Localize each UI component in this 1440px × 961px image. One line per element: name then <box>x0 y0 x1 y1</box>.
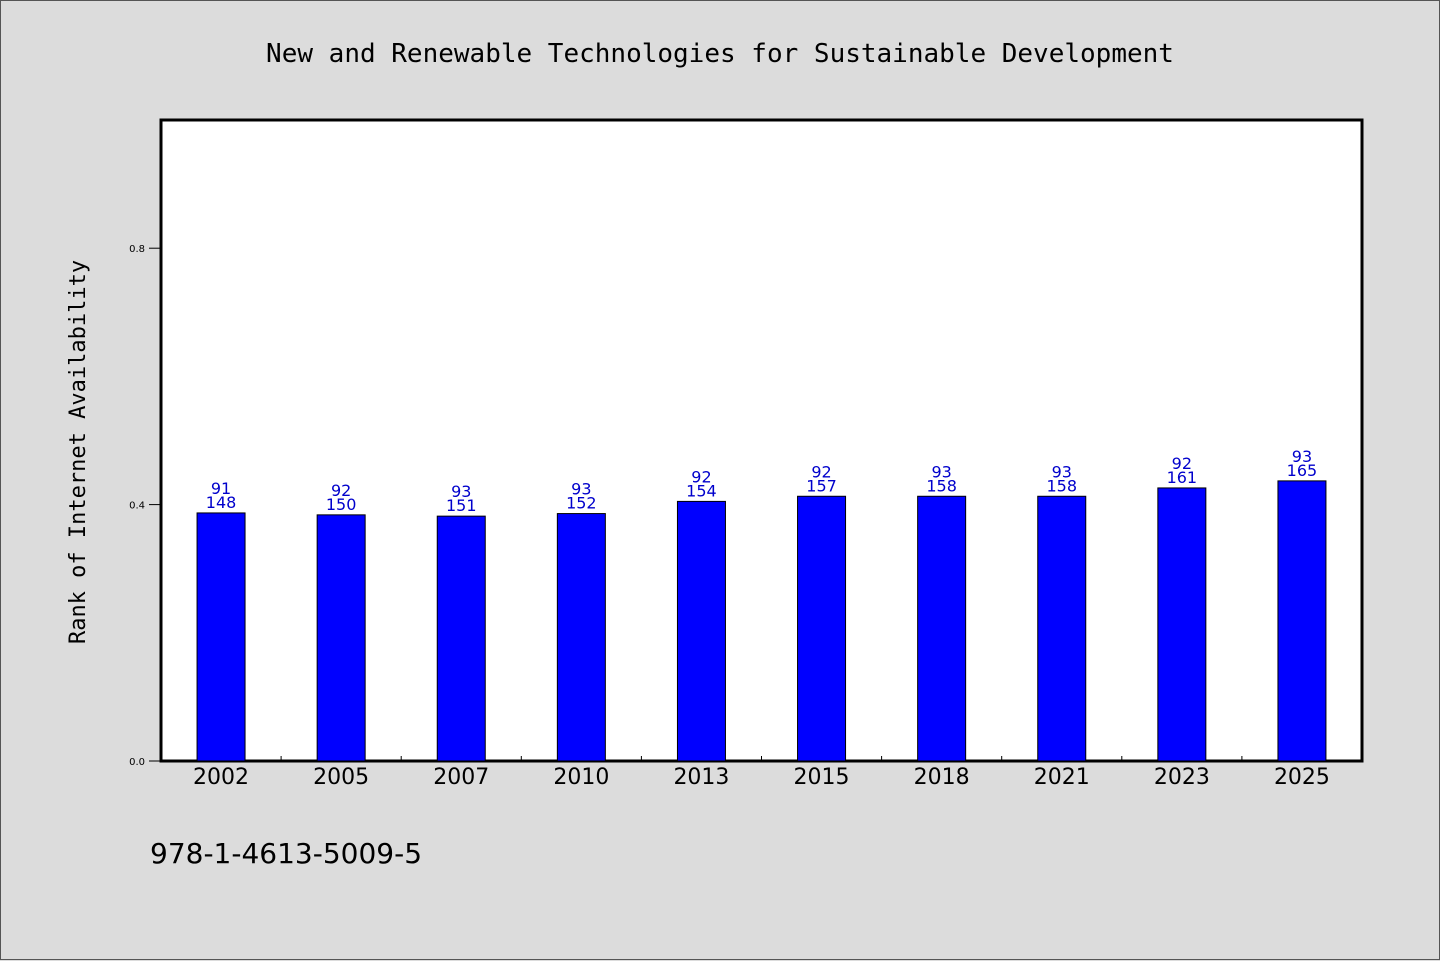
x-tick-label: 2010 <box>553 765 609 790</box>
y-tick-label: 0.8 <box>129 244 145 255</box>
bar-annotation-top: 93 <box>931 462 951 481</box>
bar <box>797 495 847 762</box>
bar <box>1157 487 1207 762</box>
bar-annotation-bottom: 154 <box>686 481 717 500</box>
bar-annotation-bottom: 148 <box>206 493 237 512</box>
bar-annotation-top: 92 <box>691 467 711 486</box>
bar-annotation-top: 92 <box>811 462 831 481</box>
bar <box>436 515 486 762</box>
y-tick-label: 0.0 <box>129 757 145 768</box>
bar-annotation-bottom: 158 <box>1046 476 1077 495</box>
y-axis-ticks: 0.0 0.4 0.8 <box>129 244 161 768</box>
bar-annotation-top: 93 <box>1052 462 1072 481</box>
bar-annotation-top: 92 <box>1172 454 1192 473</box>
y-axis-label: Rank of Internet Availability <box>66 260 91 644</box>
bar <box>556 513 606 762</box>
x-tick-label: 2018 <box>914 765 970 790</box>
bar-annotation-bottom: 152 <box>566 494 597 513</box>
bar <box>917 495 967 762</box>
bars-group: 9114892150931519315292154921579315893158… <box>196 447 1327 762</box>
bar-annotation-bottom: 151 <box>446 496 477 515</box>
x-tick-label: 2007 <box>433 765 489 790</box>
bar <box>316 514 366 762</box>
bar-annotation-top: 93 <box>451 482 471 501</box>
x-tick-label: 2025 <box>1274 765 1330 790</box>
x-tick-label: 2013 <box>673 765 729 790</box>
y-tick-label: 0.4 <box>129 501 145 512</box>
bar-annotation-bottom: 157 <box>806 476 837 495</box>
x-tick-label: 2021 <box>1034 765 1090 790</box>
x-tick-label: 2023 <box>1154 765 1210 790</box>
chart-title: New and Renewable Technologies for Susta… <box>266 39 1174 69</box>
bar-annotation-top: 93 <box>1292 447 1312 466</box>
bar-annotation-top: 93 <box>571 480 591 499</box>
bar <box>1037 495 1087 762</box>
bar-annotation-bottom: 165 <box>1287 461 1318 480</box>
bar <box>1277 480 1327 762</box>
x-tick-label: 2015 <box>794 765 850 790</box>
bar <box>676 500 726 762</box>
bar-annotation-top: 91 <box>211 479 231 498</box>
bar-annotation-top: 92 <box>331 481 351 500</box>
x-tick-label: 2005 <box>313 765 369 790</box>
isbn-footer: 978-1-4613-5009-5 <box>150 837 422 870</box>
bar-annotation-bottom: 150 <box>326 495 357 514</box>
bar-annotation-bottom: 158 <box>926 476 957 495</box>
bar <box>196 512 246 762</box>
x-axis-ticks: 2002 2005 2007 2010 2013 2015 2018 2021 2023 2025 <box>193 756 1330 790</box>
x-tick-label: 2002 <box>193 765 249 790</box>
bar-annotation-bottom: 161 <box>1167 468 1198 487</box>
